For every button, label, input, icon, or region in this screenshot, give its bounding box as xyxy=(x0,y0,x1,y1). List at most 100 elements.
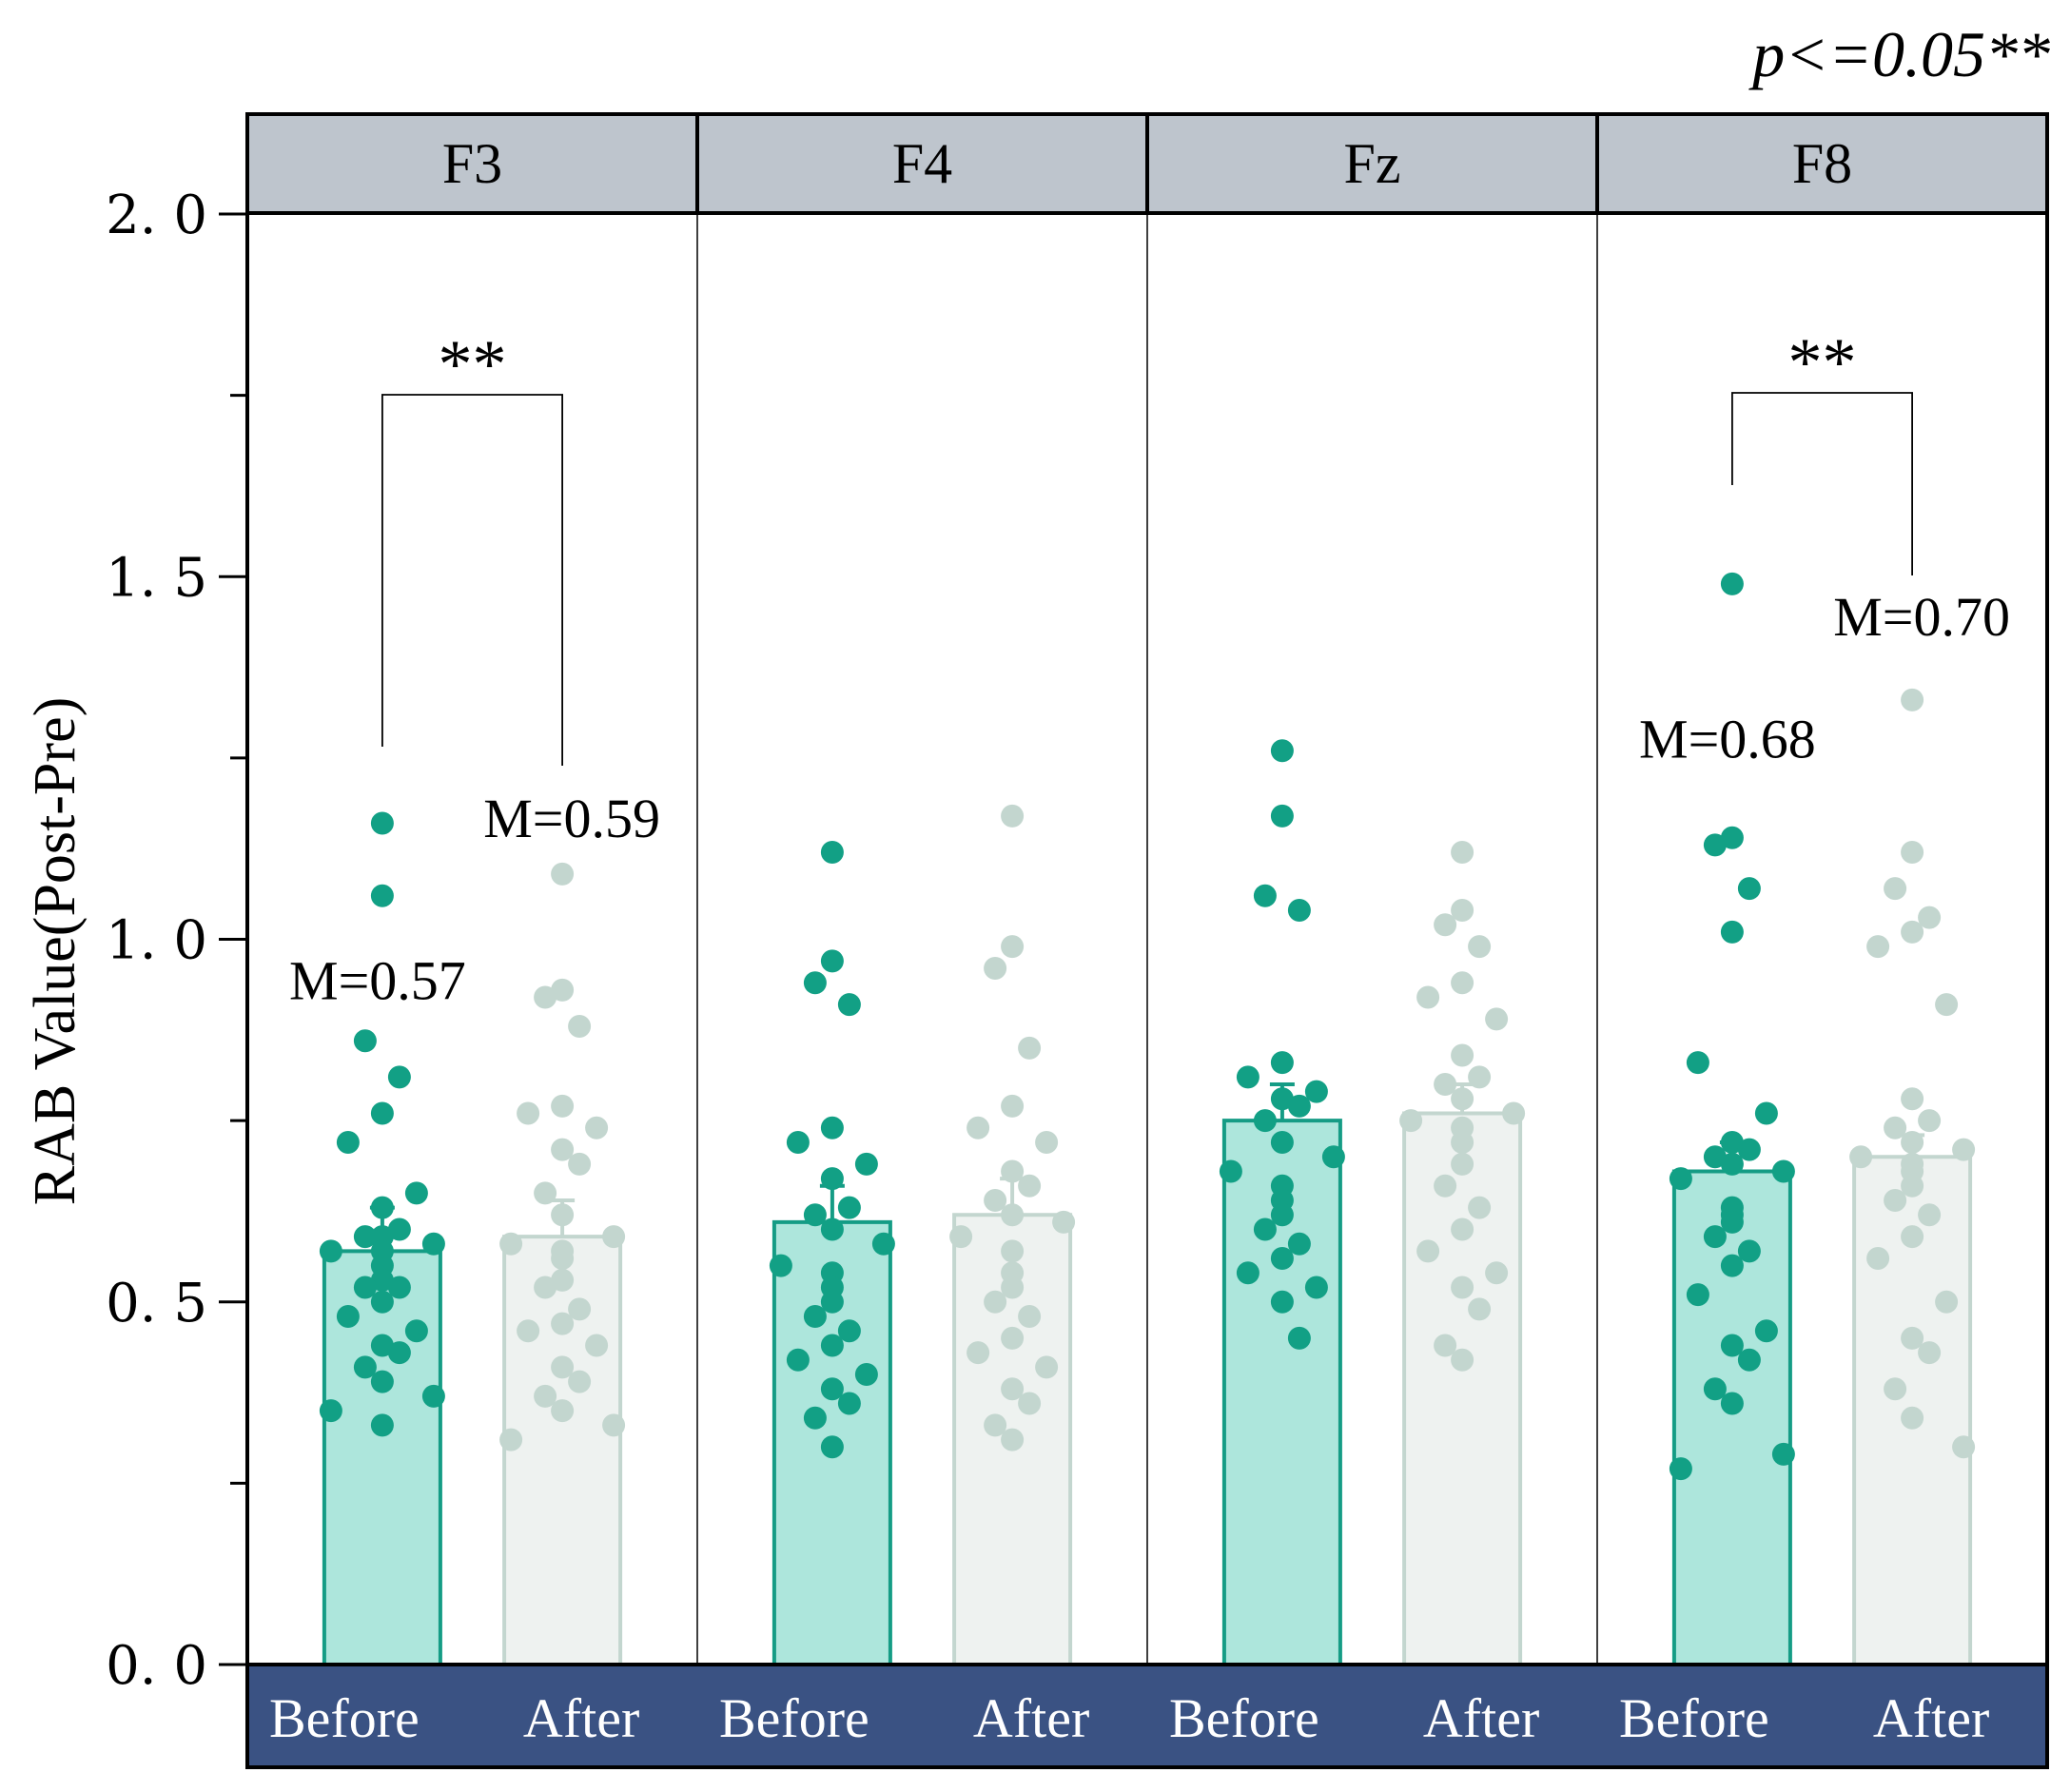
data-point-before xyxy=(353,1355,377,1379)
data-point-after xyxy=(1901,1326,1924,1350)
data-point-after xyxy=(534,985,557,1009)
data-point-after xyxy=(1952,1435,1976,1459)
data-point-after xyxy=(1018,1174,1042,1198)
significance-bracket xyxy=(381,394,563,766)
data-point-before xyxy=(353,1276,377,1299)
data-point-after xyxy=(1451,971,1474,995)
panel-f4 xyxy=(696,213,1076,1666)
data-point-before xyxy=(1304,1276,1328,1299)
data-point-after xyxy=(1468,935,1492,959)
data-point-after xyxy=(1052,1210,1076,1234)
panel-f8: M=0.68 M=0.70 ** xyxy=(1596,213,2010,1666)
data-point-before xyxy=(1737,1239,1761,1263)
data-point-after xyxy=(568,1297,592,1321)
panel-title: F3 xyxy=(442,132,502,195)
data-point-before xyxy=(1287,1326,1311,1350)
data-point-after xyxy=(1468,1065,1492,1089)
panel-title: Fz xyxy=(1344,132,1401,195)
data-point-before xyxy=(1720,1152,1744,1176)
data-point-after xyxy=(551,1247,575,1270)
data-point-before xyxy=(387,1276,411,1299)
data-point-after xyxy=(1918,1341,1942,1365)
data-point-after xyxy=(1001,804,1025,828)
data-point-before xyxy=(421,1384,445,1408)
data-point-after xyxy=(1018,1305,1042,1328)
data-point-after xyxy=(1451,1152,1474,1176)
y-tick-label: 1. 5 xyxy=(106,547,207,609)
data-point-after xyxy=(1451,1043,1474,1067)
data-point-before xyxy=(820,1217,844,1241)
data-point-before xyxy=(1703,833,1727,857)
data-point-after xyxy=(1399,1109,1423,1133)
panel-title: F4 xyxy=(892,132,952,195)
data-point-before xyxy=(387,1217,411,1241)
group-label-after: After xyxy=(1873,1687,1989,1749)
data-point-after xyxy=(1901,920,1924,944)
panel-header-row: F3 F4 Fz F8 xyxy=(245,112,2049,215)
data-point-after xyxy=(551,1268,575,1292)
data-point-after xyxy=(568,1015,592,1038)
data-point-after xyxy=(1918,1203,1942,1227)
data-point-after xyxy=(551,1399,575,1423)
data-point-after xyxy=(585,1334,609,1357)
data-point-before xyxy=(1270,1203,1294,1227)
data-point-after xyxy=(568,1370,592,1393)
data-point-before xyxy=(353,1225,377,1249)
data-point-after xyxy=(551,1203,575,1227)
data-point-before xyxy=(1270,1087,1294,1111)
data-point-before xyxy=(1270,1051,1294,1075)
group-label-before: Before xyxy=(1169,1687,1319,1749)
data-point-after xyxy=(1451,841,1474,864)
data-point-after xyxy=(1451,1276,1474,1299)
data-point-before xyxy=(1270,1247,1294,1270)
data-point-before xyxy=(820,1167,844,1191)
data-point-before xyxy=(370,884,394,907)
data-point-before xyxy=(1737,1138,1761,1161)
data-point-before xyxy=(1720,826,1744,849)
group-label-row: Before After Before After Before After Before A… xyxy=(245,1663,2049,1769)
data-point-after xyxy=(602,1413,626,1437)
data-point-after xyxy=(602,1225,626,1249)
data-point-before xyxy=(1771,1442,1795,1466)
data-point-before xyxy=(837,1196,861,1219)
data-point-after xyxy=(1451,1131,1474,1154)
data-point-after xyxy=(1001,1326,1025,1350)
data-point-after xyxy=(1434,1073,1457,1096)
data-point-before xyxy=(1270,1131,1294,1154)
group-label-after: After xyxy=(523,1687,639,1749)
data-point-before xyxy=(370,1268,394,1292)
data-point-before xyxy=(1219,1159,1242,1183)
data-point-after xyxy=(534,1276,557,1299)
data-point-before xyxy=(1253,1109,1277,1133)
data-point-after xyxy=(984,957,1007,980)
bar-after xyxy=(1402,1111,1523,1666)
group-label-before: Before xyxy=(719,1687,869,1749)
data-point-after xyxy=(551,1094,575,1118)
data-point-before xyxy=(769,1254,792,1277)
data-point-before xyxy=(387,1065,411,1089)
data-point-after xyxy=(1901,841,1924,864)
y-tick-label: 2. 0 xyxy=(106,185,207,246)
data-point-before xyxy=(820,1334,844,1357)
data-point-after xyxy=(1001,935,1025,959)
data-point-before xyxy=(1321,1145,1345,1169)
significance-stars: ** xyxy=(1788,324,1857,400)
data-point-before xyxy=(786,1348,810,1372)
data-point-before xyxy=(1720,920,1744,944)
data-point-after xyxy=(499,1428,523,1451)
data-point-after xyxy=(1434,1334,1457,1357)
data-point-after xyxy=(967,1341,990,1365)
data-point-after xyxy=(1849,1145,1873,1169)
data-point-after xyxy=(1485,1007,1509,1031)
data-point-before xyxy=(803,1406,827,1430)
data-point-after xyxy=(568,1152,592,1176)
data-point-before xyxy=(837,1319,861,1343)
data-point-after xyxy=(1884,1116,1907,1139)
data-point-after xyxy=(1866,1247,1890,1270)
data-point-after xyxy=(551,1355,575,1379)
group-label-background xyxy=(245,1663,2049,1769)
data-point-before xyxy=(820,1435,844,1459)
data-point-before xyxy=(1720,1334,1744,1357)
data-point-before xyxy=(1720,572,1744,595)
group-label-before: Before xyxy=(269,1687,420,1749)
